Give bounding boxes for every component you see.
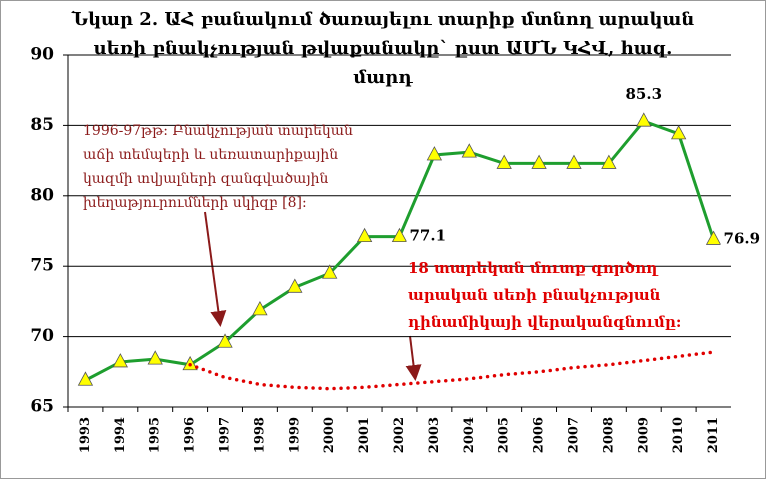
annotation: աճի տեմպերի և սեռատարիքային [83,147,338,163]
x-tick-label: 2004 [462,417,477,453]
x-tick-label: 2000 [322,417,337,453]
chart-title: Նկար 2. ԱՀ բանակում ծառայելու տարիք մտնո… [71,9,695,30]
point-marker [461,143,477,158]
y-tick-label: 80 [30,185,54,205]
y-tick-label: 85 [30,115,54,135]
y-tick-label: 65 [30,397,54,417]
label-bg [720,229,759,250]
annotation: արական սեռի բնակչության [408,286,661,304]
chart-title: մարդ [353,67,413,88]
point-marker [77,371,94,386]
annotation: դինամիկայի վերականգնումը: [408,313,681,331]
x-tick-label: 2010 [671,417,686,453]
x-tick-label: 1996 [183,417,198,453]
point-marker [601,154,617,169]
x-tick-label: 2003 [427,417,442,453]
x-tick-label: 1993 [78,417,93,453]
data-label: 85.3 [625,85,662,103]
point-marker [147,350,163,365]
x-tick-label: 2002 [392,417,407,453]
point-marker [112,353,129,368]
point-marker [252,301,268,316]
x-tick-label: 1997 [218,417,233,453]
y-tick-label: 75 [30,256,54,276]
annotation: 1996-97թթ: Բնակչության տարեկան [83,123,353,139]
x-tick-label: 2001 [357,417,372,453]
x-tick-label: 2011 [706,417,721,453]
data-label: 76.9 [724,229,761,247]
annotation-arrow [405,335,422,381]
point-marker [322,264,338,279]
data-label: 77.1 [410,227,447,245]
point-marker [670,125,687,140]
chart-title: սեռի բնակչության թվաքանակը` ըստ ԱՄՆ ԿՀՎ,… [94,38,673,59]
label-bg [406,226,451,247]
x-tick-label: 2008 [601,417,616,453]
x-tick-label: 1995 [148,417,163,453]
point-marker [705,230,722,245]
point-marker [426,146,443,161]
annotation: խեղաթյուրումների սկիզբ [8]: [83,195,307,211]
x-tick-label: 1999 [287,417,302,453]
point-marker [496,154,512,169]
point-marker [287,278,303,293]
annotation: կազմի տվյալների զանգվածային [83,171,329,187]
y-tick-label: 90 [30,45,54,65]
annotation: 18 տարեկան մուտք գործող [408,259,659,277]
x-tick-label: 2007 [566,417,581,453]
series-line [188,350,716,391]
point-marker [566,154,582,169]
point-marker [531,154,547,169]
x-tick-label: 1998 [252,417,267,453]
y-tick-label: 70 [30,326,54,346]
point-marker [391,227,408,243]
x-tick-label: 2006 [532,417,547,453]
point-marker [217,333,233,348]
point-marker [356,227,373,243]
x-tick-label: 2009 [636,417,651,453]
x-tick-label: 1994 [113,417,128,453]
x-tick-label: 2005 [497,417,512,453]
annotation-arrow [204,211,227,327]
point-marker [636,112,652,127]
